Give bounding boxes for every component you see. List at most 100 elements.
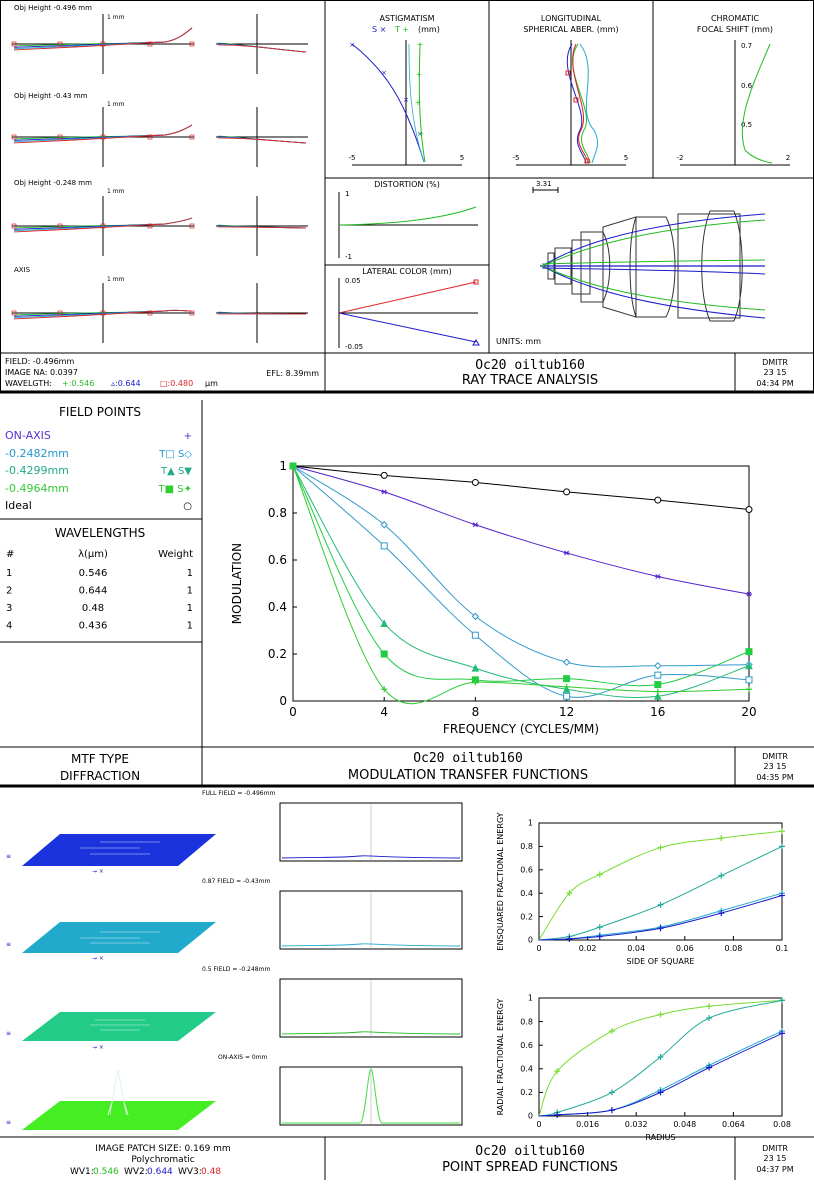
ens-chart-point [718, 835, 725, 842]
wl-row-lambda: 0.48 [82, 603, 104, 614]
astig-legend-unit: (mm) [418, 25, 440, 34]
rad-chart-series-line [538, 999, 783, 1117]
field-point-marks-1: T□ S◇ [158, 449, 192, 460]
wl-header-1: λ(μm) [78, 549, 108, 560]
ens-chart-y-tick: 0.6 [520, 865, 533, 874]
rad-chart-xlabel: RADIUS [645, 1133, 675, 1142]
rad-chart-point [779, 997, 785, 1004]
rad-chart-point [608, 1028, 615, 1035]
mtf-chart-point [653, 692, 662, 700]
lateral-title: LATERAL COLOR (mm) [362, 267, 451, 276]
long-xmax: 5 [624, 154, 628, 162]
mtf-chart-series-line [292, 465, 750, 699]
fan-label-3: AXIS [14, 266, 31, 274]
psf-surfaces: → × → × → × ≡ ≡ ≡ ≡ [6, 834, 216, 1130]
mtf-chart-point [471, 663, 480, 672]
ens-chart-point [657, 925, 664, 932]
psf-surface-axis [22, 1101, 216, 1130]
mtf-chart-xlabel: FREQUENCY (CYCLES/MM) [443, 722, 599, 736]
svg-text:→ ×: → × [92, 1044, 104, 1051]
ens-chart-xlabel: SIDE OF SQUARE [627, 957, 695, 966]
distortion-title: DISTORTION (%) [374, 180, 440, 189]
svg-text:≡: ≡ [6, 853, 11, 860]
fan-scale-0: 1 mm [107, 14, 125, 21]
long-title-2: SPHERICAL ABER. (mm) [523, 25, 618, 34]
radial-energy-chart: 0 0.016 0.032 0.048 0.064 0.08 0 0.2 0.4 0.6 0.8 1 R… [496, 994, 791, 1142]
rad-chart-y-tick: 0 [528, 1112, 533, 1121]
mtf-chart-point [654, 671, 662, 679]
ens-chart-point [657, 901, 664, 908]
ray-title-1: Oc20 oiltub160 [475, 358, 585, 373]
field-points-panel: FIELD POINTS ON-AXIS + -0.2482mm T□ S◇ -… [5, 405, 192, 512]
rad-chart-point [554, 1068, 561, 1075]
ray-trace-section: Obj Height -0.496 mm 1 mm Obj Height -0.… [0, 0, 814, 394]
svg-text:+: + [417, 40, 424, 49]
svg-text:×: × [403, 96, 409, 104]
wv1-label: WV1: [70, 1167, 94, 1177]
rad-chart-x-tick: 0.032 [625, 1120, 648, 1129]
wl-row-lambda: 0.546 [79, 568, 108, 579]
rad-chart-ylabel: RADIAL FRACTIONAL ENERGY [496, 998, 505, 1115]
svg-text:×: × [417, 130, 423, 138]
ens-chart-point [596, 871, 603, 878]
rad-chart-y-tick: 0.8 [520, 1017, 533, 1026]
lateral-ymin: -0.05 [345, 343, 363, 351]
fan-label-0: Obj Height -0.496 mm [14, 4, 92, 12]
wl-row-index: 3 [6, 603, 12, 614]
ens-chart-point [718, 910, 725, 917]
mtf-chart-series-line [292, 465, 750, 705]
mtf-chart-point [745, 648, 753, 656]
distortion-ymax: 1 [345, 190, 349, 198]
chrom-xmin: -2 [677, 154, 684, 162]
mtf-chart-point [563, 550, 570, 556]
field-point-marks-0: + [184, 431, 192, 442]
mtf-chart-x-tick: 20 [741, 705, 756, 719]
mtf-chart-point [563, 683, 570, 690]
rad-chart-y-tick: 0.6 [520, 1041, 533, 1050]
mtf-chart-y-tick: 0.4 [268, 600, 287, 614]
mtf-chart-x-tick: 0 [289, 705, 297, 719]
rad-chart-x-tick: 0.048 [673, 1120, 696, 1129]
ens-chart-point [596, 933, 603, 940]
wl-row-weight: 1 [187, 586, 193, 597]
mtf-chart-y-tick: 0.6 [268, 553, 287, 567]
field-point-label-4: Ideal [5, 499, 32, 512]
rad-chart-point [779, 1030, 785, 1037]
astig-legend-t: T + [394, 25, 409, 34]
field-points-title: FIELD POINTS [59, 405, 141, 419]
ens-chart-y-tick: 0.4 [520, 889, 533, 898]
ens-chart-x-tick: 0.02 [579, 944, 597, 953]
distortion-ymin: -1 [345, 253, 352, 261]
wl-row-lambda: 0.644 [79, 586, 108, 597]
layout-scale: 3.31 [536, 180, 552, 188]
ens-chart-y-tick: 1 [528, 819, 533, 828]
fan-label-2: Obj Height -0.248 mm [14, 179, 92, 187]
mtf-chart-point [471, 478, 479, 486]
mtf-chart-y-tick: 0.8 [268, 506, 287, 520]
psf-field-label-2: 0.5 FIELD = -0.248mm [202, 966, 270, 973]
wl-row-index: 1 [6, 568, 12, 579]
field-point-marks-2: T▲ S▼ [160, 466, 192, 477]
rad-chart-series-line [538, 1032, 783, 1117]
psf-section: → × → × → × ≡ ≡ ≡ ≡ FULL FIELD = -0.496mm 0.8… [0, 790, 814, 1180]
mtf-meta-name: DMITR [762, 752, 788, 761]
mtf-chart-point [471, 612, 480, 621]
mtf-title-1: Oc20 oiltub160 [413, 751, 523, 766]
ens-chart-point [657, 844, 664, 851]
rad-chart-point [706, 1003, 713, 1010]
field-point-label-0: ON-AXIS [5, 429, 51, 442]
mtf-chart-x-tick: 8 [472, 705, 480, 719]
lateral-color-plot: LATERAL COLOR (mm) 0.05 -0.05 [338, 267, 480, 351]
mtf-chart-series-line [292, 465, 750, 595]
rad-chart-x-tick: 0 [536, 1120, 541, 1129]
chromatic-plot: CHROMATIC FOCAL SHIFT (mm) -2 2 0.7 0.6 … [677, 14, 790, 166]
rad-chart-y-tick: 1 [528, 994, 533, 1003]
long-xmin: -5 [513, 154, 520, 162]
ens-chart-x-tick: 0.08 [724, 944, 742, 953]
psf-surface-05 [22, 1012, 216, 1041]
lateral-ymax: 0.05 [345, 277, 361, 285]
mtf-chart-x-tick: 16 [650, 705, 665, 719]
mtf-section: FIELD POINTS ON-AXIS + -0.2482mm T□ S◇ -… [0, 400, 814, 788]
psf-surface-087 [22, 922, 216, 953]
mtf-chart-point [745, 505, 753, 513]
